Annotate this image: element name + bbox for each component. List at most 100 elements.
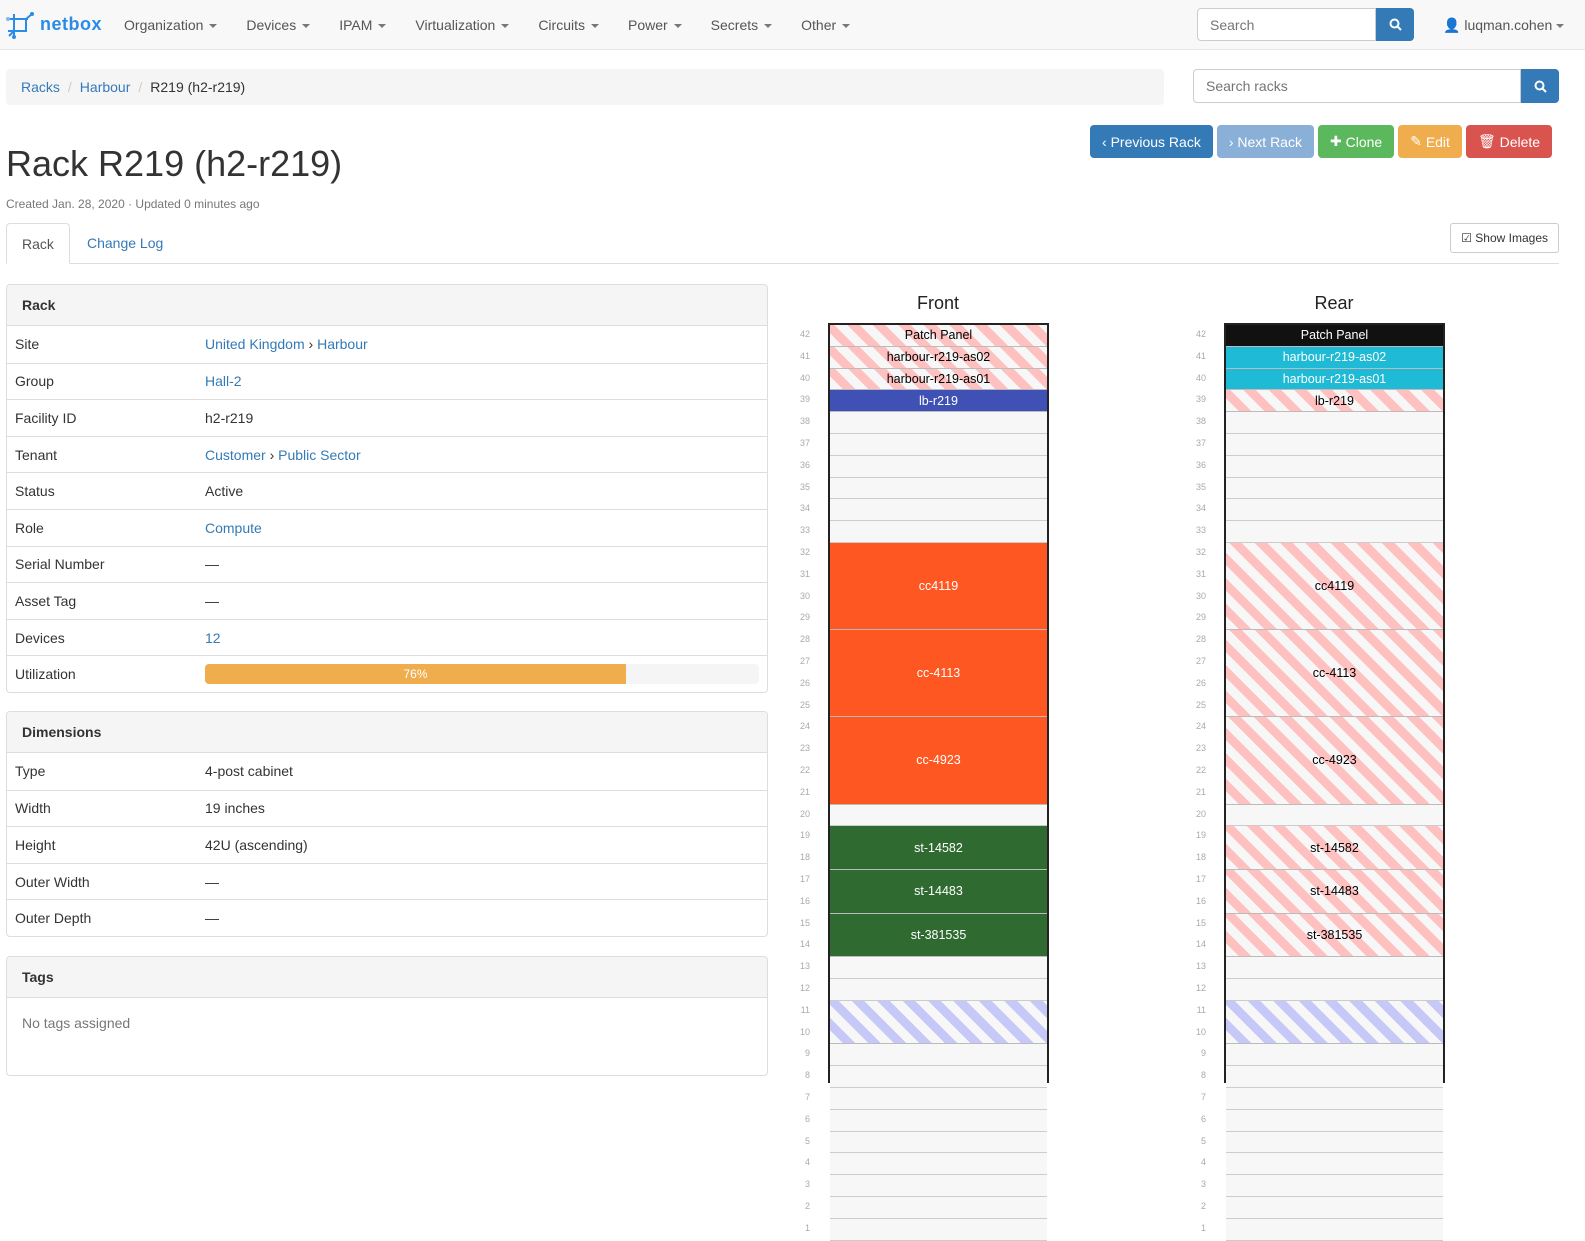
global-search-button[interactable] [1376, 8, 1414, 41]
device-cc4119[interactable]: cc4119 [830, 543, 1047, 631]
empty-unit[interactable] [1226, 1088, 1443, 1110]
tab-change-log[interactable]: Change Log [87, 235, 164, 251]
row-value[interactable]: Hall-2 [205, 373, 242, 390]
empty-unit[interactable] [830, 1218, 1047, 1241]
device-harbour-r219-as02[interactable]: harbour-r219-as02 [830, 346, 1047, 369]
empty-unit[interactable] [1226, 477, 1443, 500]
checkbox-icon: ☑ [1461, 231, 1476, 245]
empty-unit[interactable] [1226, 521, 1443, 543]
menu-circuits[interactable]: Circuits [538, 17, 599, 33]
empty-unit[interactable] [1226, 1066, 1443, 1088]
reserved-units[interactable] [830, 1000, 1047, 1045]
panel-heading: Dimensions [7, 712, 767, 753]
empty-unit[interactable] [830, 477, 1047, 500]
empty-unit[interactable] [830, 455, 1047, 478]
previous-rack-button[interactable]: ‹ Previous Rack [1090, 125, 1213, 158]
empty-unit[interactable] [830, 434, 1047, 456]
empty-unit[interactable] [830, 1088, 1047, 1110]
unit-number: 32 [799, 547, 810, 557]
device-cc4119[interactable]: cc4119 [1226, 543, 1443, 631]
device-patch-panel[interactable]: Patch Panel [830, 325, 1047, 347]
row-value[interactable]: United Kingdom [205, 336, 305, 353]
empty-unit[interactable] [830, 979, 1047, 1001]
empty-unit[interactable] [1226, 979, 1443, 1001]
empty-unit[interactable] [1226, 1131, 1443, 1154]
device-cc-4923[interactable]: cc-4923 [830, 717, 1047, 805]
device-st-14582[interactable]: st-14582 [1226, 826, 1443, 870]
row-role: Role Compute [7, 508, 767, 546]
empty-unit[interactable] [1226, 957, 1443, 979]
row-value-secondary[interactable]: Public Sector [278, 446, 361, 463]
empty-unit[interactable] [830, 1131, 1047, 1154]
device-harbour-r219-as01[interactable]: harbour-r219-as01 [830, 368, 1047, 391]
reserved-units[interactable] [1226, 1000, 1443, 1045]
device-st-14483[interactable]: st-14483 [1226, 870, 1443, 914]
row-value: — [205, 910, 219, 927]
empty-unit[interactable] [830, 1066, 1047, 1088]
menu-secrets[interactable]: Secrets [711, 17, 772, 33]
device-harbour-r219-as02[interactable]: harbour-r219-as02 [1226, 346, 1443, 369]
empty-unit[interactable] [1226, 1175, 1443, 1197]
menu-devices[interactable]: Devices [246, 17, 310, 33]
menu-power[interactable]: Power [628, 17, 682, 33]
clone-button[interactable]: ✚ Clone [1317, 125, 1395, 158]
rack-search-input[interactable] [1193, 69, 1521, 103]
breadcrumb-current: R219 (h2-r219) [150, 79, 246, 95]
next-rack-button[interactable]: › Next Rack [1216, 125, 1314, 158]
empty-unit[interactable] [1226, 1044, 1443, 1067]
device-st-14483[interactable]: st-14483 [830, 870, 1047, 914]
device-cc-4113[interactable]: cc-4113 [830, 630, 1047, 718]
device-st-381535[interactable]: st-381535 [1226, 913, 1443, 958]
empty-unit[interactable] [1226, 412, 1443, 434]
menu-virtualization[interactable]: Virtualization [415, 17, 509, 33]
device-cc-4923[interactable]: cc-4923 [1226, 717, 1443, 805]
brand-logo[interactable]: netbox [6, 11, 102, 39]
user-icon: 👤 [1443, 17, 1461, 33]
device-harbour-r219-as01[interactable]: harbour-r219-as01 [1226, 368, 1443, 391]
empty-unit[interactable] [830, 804, 1047, 827]
breadcrumb-site[interactable]: Harbour [79, 79, 131, 95]
row-tenant: Tenant Customer › Public Sector [7, 435, 767, 473]
row-value[interactable]: 12 [205, 629, 221, 646]
device-lb-r219[interactable]: lb-r219 [1226, 390, 1443, 413]
search-icon [1534, 80, 1547, 93]
empty-unit[interactable] [1226, 1197, 1443, 1219]
empty-unit[interactable] [830, 499, 1047, 522]
user-menu[interactable]: 👤 luqman.cohen [1443, 17, 1565, 34]
row-value[interactable]: Compute [205, 519, 262, 536]
breadcrumb-racks[interactable]: Racks [21, 79, 60, 95]
empty-unit[interactable] [830, 1197, 1047, 1219]
device-patch-panel[interactable]: Patch Panel [1226, 325, 1443, 347]
empty-unit[interactable] [830, 1109, 1047, 1132]
menu-organization[interactable]: Organization [124, 17, 217, 33]
empty-unit[interactable] [1226, 804, 1443, 827]
empty-unit[interactable] [830, 412, 1047, 434]
delete-button[interactable]: 🗑 Delete [1465, 125, 1553, 158]
show-images-button[interactable]: ☑ Show Images [1450, 223, 1559, 253]
empty-unit[interactable] [1226, 1109, 1443, 1132]
rack-search-button[interactable] [1521, 69, 1559, 103]
row-value-secondary[interactable]: Harbour [317, 336, 368, 353]
edit-button[interactable]: ✎ Edit [1398, 125, 1462, 158]
device-cc-4113[interactable]: cc-4113 [1226, 630, 1443, 718]
empty-unit[interactable] [830, 1175, 1047, 1197]
empty-unit[interactable] [830, 521, 1047, 543]
unit-number: 12 [1195, 983, 1206, 993]
empty-unit[interactable] [1226, 499, 1443, 522]
device-st-381535[interactable]: st-381535 [830, 913, 1047, 958]
empty-unit[interactable] [1226, 1153, 1443, 1176]
tab-rack[interactable]: Rack [6, 223, 70, 264]
row-value[interactable]: Customer [205, 446, 266, 463]
empty-unit[interactable] [1226, 455, 1443, 478]
empty-unit[interactable] [1226, 434, 1443, 456]
empty-unit[interactable] [1226, 1218, 1443, 1241]
empty-unit[interactable] [830, 1153, 1047, 1176]
menu-other[interactable]: Other [801, 17, 850, 33]
unit-number: 4 [804, 1157, 810, 1168]
device-st-14582[interactable]: st-14582 [830, 826, 1047, 870]
empty-unit[interactable] [830, 1044, 1047, 1067]
global-search-input[interactable] [1197, 8, 1376, 41]
menu-ipam[interactable]: IPAM [339, 17, 386, 33]
device-lb-r219[interactable]: lb-r219 [830, 390, 1047, 413]
empty-unit[interactable] [830, 957, 1047, 979]
